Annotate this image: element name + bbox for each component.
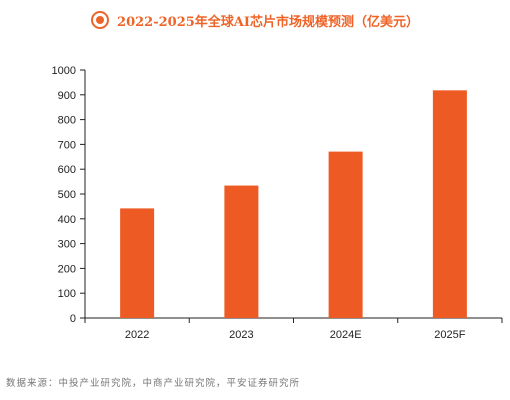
y-tick-label: 0 (70, 313, 76, 325)
data-source-note: 数据来源：中投产业研究院，中商产业研究院，平安证券研究所 (6, 378, 301, 389)
chart-title: 2022-2025年全球AI芯片市场规模预测（亿美元） (117, 14, 419, 30)
x-tick-label: 2025F (434, 329, 465, 341)
bar-2024E (328, 151, 363, 318)
y-tick-label: 700 (58, 139, 76, 151)
x-tick-label: 2023 (229, 329, 253, 341)
y-tick-label: 900 (58, 90, 76, 102)
y-tick-label: 1000 (52, 65, 76, 77)
chart-title-bar: 2022-2025年全球AI芯片市场规模预测（亿美元） (0, 6, 510, 34)
y-tick-label: 400 (58, 214, 76, 226)
y-tick-label: 800 (58, 115, 76, 127)
x-tick-label: 2024E (330, 329, 362, 341)
y-tick-label: 300 (58, 239, 76, 251)
bar-2023 (224, 185, 259, 318)
y-tick-label: 500 (58, 189, 76, 201)
x-tick-label: 2022 (125, 329, 149, 341)
target-circle-icon (91, 11, 110, 29)
y-tick-label: 100 (58, 288, 76, 300)
bar-2022 (120, 208, 155, 318)
bar-2025F (432, 90, 467, 318)
y-tick-label: 200 (58, 263, 76, 275)
y-tick-label: 600 (58, 164, 76, 176)
